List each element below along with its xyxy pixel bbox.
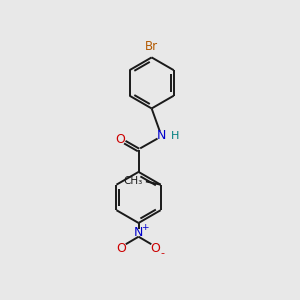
Text: -: -	[160, 248, 164, 258]
Text: O: O	[117, 242, 127, 255]
Text: CH₃: CH₃	[123, 176, 143, 186]
Text: +: +	[141, 224, 148, 232]
Text: Br: Br	[145, 40, 158, 53]
Text: H: H	[171, 131, 180, 141]
Text: O: O	[116, 133, 125, 146]
Text: N: N	[134, 226, 143, 239]
Text: N: N	[157, 129, 166, 142]
Text: O: O	[151, 242, 160, 255]
